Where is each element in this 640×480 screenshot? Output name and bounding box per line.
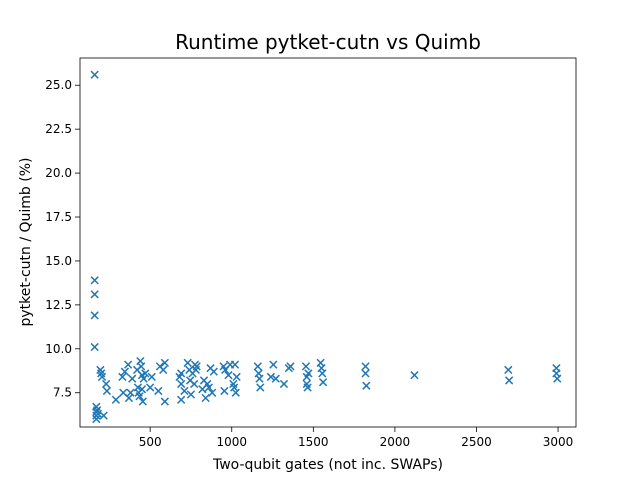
data-point — [204, 383, 214, 392]
data-point — [361, 362, 370, 371]
data-point — [183, 358, 192, 367]
data-point — [271, 374, 280, 383]
data-point — [286, 362, 295, 371]
y-tick-label: 10.0 — [45, 342, 72, 356]
data-point — [97, 372, 107, 382]
data-point — [224, 371, 233, 380]
y-axis-label: pytket-cutn / Quimb (%) — [18, 158, 34, 327]
data-point — [90, 276, 99, 285]
x-tick-label: 2000 — [380, 435, 411, 449]
data-point — [93, 409, 103, 418]
data-point — [159, 365, 168, 375]
data-point — [304, 369, 313, 378]
data-point — [301, 362, 311, 371]
x-tick-label: 500 — [139, 435, 162, 449]
data-point — [137, 362, 146, 371]
data-points — [90, 70, 562, 424]
y-tick-label: 12.5 — [45, 298, 72, 312]
data-point — [410, 371, 419, 380]
data-point — [232, 372, 241, 382]
data-point — [186, 390, 196, 399]
data-point — [124, 360, 133, 369]
data-point — [128, 374, 137, 383]
y-axis: 7.5 10.0 12.5 15.0 17.5 20.0 22.5 25.0 — [45, 78, 80, 400]
data-point — [90, 70, 99, 79]
x-axis-label: Two-qubit gates (not inc. SWAPs) — [212, 457, 443, 473]
data-point — [111, 395, 121, 404]
data-point — [141, 369, 150, 378]
data-point — [147, 372, 156, 382]
data-point — [553, 374, 562, 383]
data-point — [231, 388, 240, 397]
data-point — [190, 379, 199, 389]
data-point — [102, 386, 112, 396]
y-tick-label: 7.5 — [53, 386, 72, 400]
data-point — [269, 360, 278, 369]
data-point — [361, 369, 370, 378]
data-point — [139, 374, 148, 383]
data-point — [180, 386, 189, 396]
data-point — [201, 393, 210, 403]
data-point — [90, 290, 99, 299]
y-tick-label: 15.0 — [45, 254, 72, 268]
data-point — [208, 388, 217, 397]
data-point — [146, 383, 155, 392]
data-point — [177, 395, 186, 404]
data-point — [101, 379, 111, 389]
x-tick-label: 1500 — [298, 435, 329, 449]
data-point — [138, 397, 147, 406]
data-point — [92, 414, 101, 424]
x-tick-label: 1000 — [216, 435, 247, 449]
data-point — [318, 369, 327, 378]
data-point — [255, 374, 264, 383]
data-point — [504, 376, 514, 385]
data-point — [126, 388, 135, 397]
data-point — [177, 369, 186, 378]
data-point — [90, 311, 99, 320]
data-point — [220, 386, 229, 396]
data-point — [362, 381, 371, 390]
data-point — [230, 383, 239, 392]
data-point — [90, 342, 99, 352]
data-point — [318, 378, 328, 387]
data-point — [256, 383, 265, 392]
data-point — [118, 372, 127, 382]
data-point — [192, 362, 201, 371]
data-point — [120, 367, 129, 376]
y-tick-label: 20.0 — [45, 166, 72, 180]
data-point — [504, 365, 513, 375]
data-point — [137, 385, 147, 394]
data-point — [160, 358, 169, 367]
x-axis: 500 1000 1500 2000 2500 3000 — [139, 427, 574, 449]
data-point — [279, 379, 289, 389]
plot-frame — [79, 57, 577, 428]
data-point — [154, 386, 163, 396]
data-point — [177, 379, 186, 389]
data-point — [135, 392, 144, 401]
data-point — [266, 372, 276, 382]
data-point — [230, 360, 240, 369]
data-point — [99, 411, 108, 420]
data-point — [209, 367, 218, 376]
x-tick-label: 2500 — [461, 435, 492, 449]
y-tick-label: 17.5 — [45, 210, 72, 224]
data-point — [160, 397, 169, 406]
chart-title: Runtime pytket-cutn vs Quimb — [175, 30, 481, 54]
y-tick-label: 25.0 — [45, 78, 72, 92]
y-tick-label: 22.5 — [45, 122, 72, 136]
x-tick-label: 3000 — [543, 435, 574, 449]
data-point — [303, 383, 312, 392]
data-point — [124, 393, 134, 403]
data-point — [253, 362, 262, 371]
